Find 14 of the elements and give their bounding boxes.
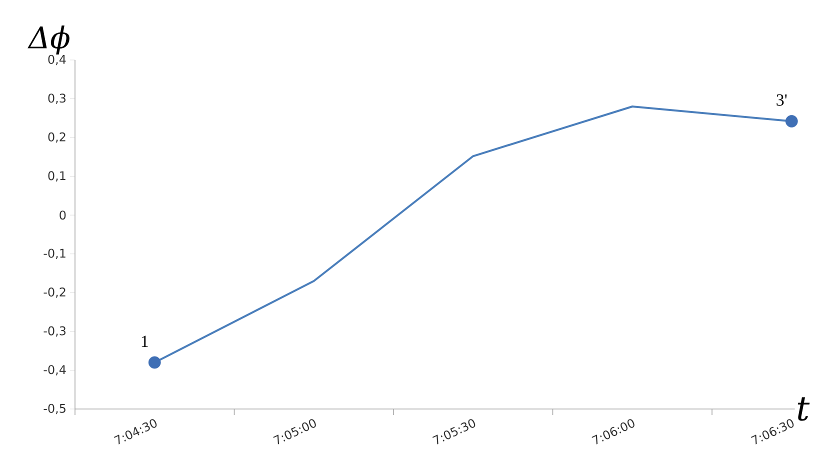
y-tick-label: -0,1 [44, 248, 66, 260]
y-tick-label: 0,1 [48, 171, 66, 182]
y-tick-label: -0,2 [44, 288, 66, 298]
y-tick-label: 0,2 [48, 132, 66, 143]
y-tick-label: -0,3 [44, 326, 66, 337]
y-tick-label: 0,3 [48, 94, 66, 104]
y-tick-label: -0,5 [44, 404, 66, 414]
annotation: 3' [776, 94, 787, 106]
y-tick-label: -0,4 [44, 365, 66, 376]
annotation: 1 [142, 336, 148, 347]
x-axis-title: t [798, 397, 810, 421]
y-tick-label: 0,4 [48, 54, 66, 66]
y-axis-title: Δϕ [28, 26, 70, 54]
y-tick-label: 0 [60, 210, 66, 220]
